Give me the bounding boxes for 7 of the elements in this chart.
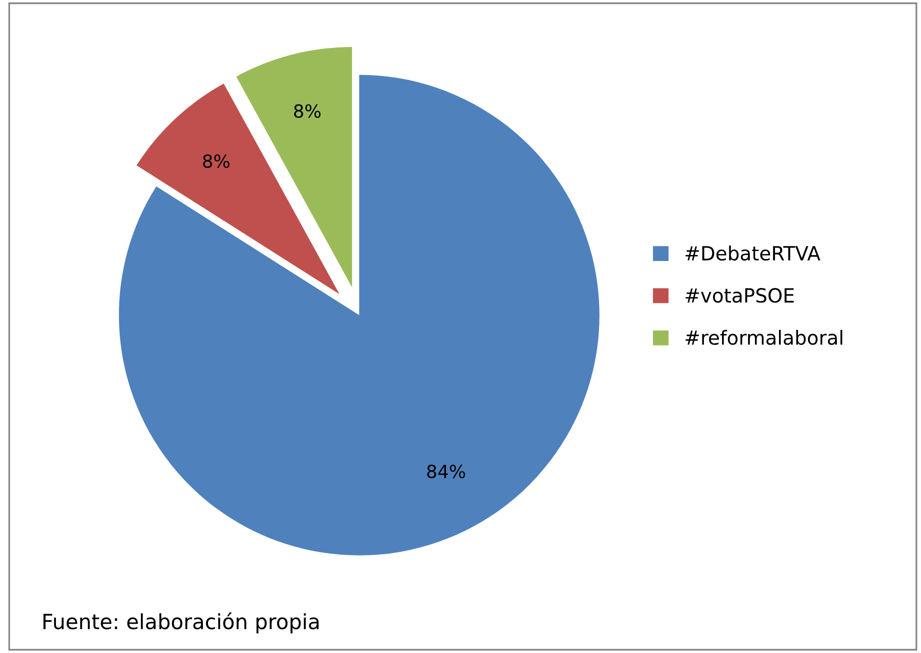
legend-label: #reformalaboral — [686, 330, 842, 345]
data-label: 8% — [294, 104, 321, 118]
source-note: Fuente: elaboración propia — [43, 612, 319, 634]
data-label: 84% — [427, 464, 466, 478]
legend-label: #votaPSOE — [686, 288, 794, 303]
legend-label: #DebateRTVA — [686, 246, 820, 261]
data-label: 8% — [203, 154, 230, 168]
